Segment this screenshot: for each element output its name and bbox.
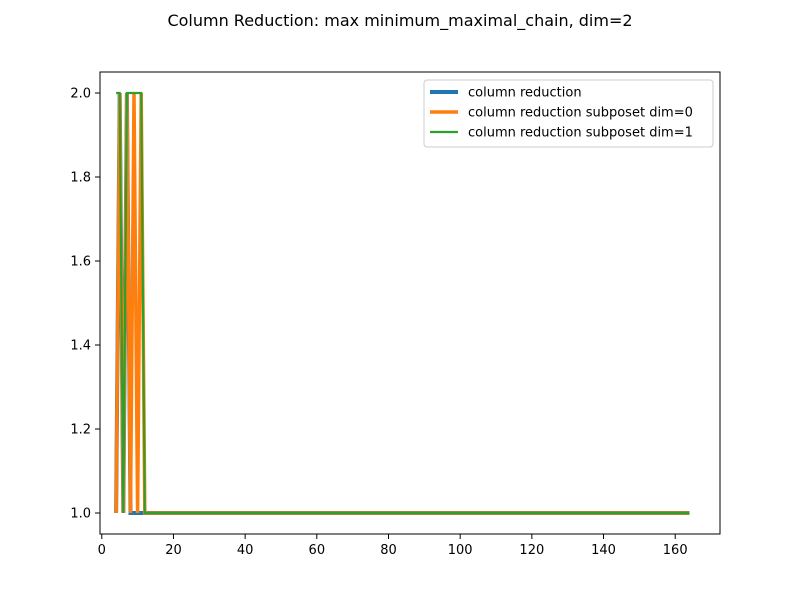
y-tick-label: 2.0 (70, 87, 91, 102)
axes: 0 20 40 60 80 100 120 140 160 1.0 1.2 1.4 1.6 1.8 2.0 (70, 71, 721, 558)
legend-label-3: column reduction subposet dim=1 (468, 126, 693, 141)
y-tick-label: 1.4 (70, 339, 91, 354)
legend-label-1: column reduction (468, 86, 582, 101)
axes-frame (99, 71, 721, 535)
x-tick-label: 0 (98, 543, 106, 558)
series-line-1 (114, 92, 690, 515)
y-tick-label: 1.0 (70, 507, 91, 522)
x-tick-label: 80 (380, 543, 397, 558)
legend-label-2: column reduction subposet dim=0 (468, 106, 693, 121)
series-line-2 (114, 92, 690, 515)
series-line-3 (116, 91, 690, 515)
x-tick-label: 60 (309, 543, 326, 558)
x-tick-label: 140 (591, 543, 616, 558)
x-tick-label: 100 (448, 543, 473, 558)
y-tick-label: 1.8 (70, 171, 91, 186)
chart-title: Column Reduction: max minimum_maximal_ch… (167, 11, 632, 31)
y-tick-label: 1.2 (70, 423, 91, 438)
x-tick-label: 120 (519, 543, 544, 558)
x-tick-label: 40 (237, 543, 254, 558)
legend: column reduction column reduction subpose… (423, 79, 714, 148)
legend-box (423, 79, 714, 148)
y-tick-label: 1.6 (70, 255, 91, 270)
plot-area (114, 91, 690, 515)
x-tick-label: 160 (663, 543, 688, 558)
x-tick-label: 20 (165, 543, 182, 558)
